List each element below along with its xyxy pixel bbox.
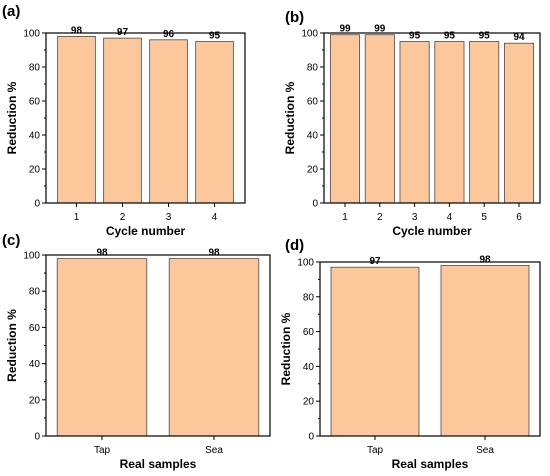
- data-label: 95: [409, 31, 421, 42]
- x-tick-label: 4: [447, 212, 453, 223]
- y-tick-label: 100: [23, 251, 40, 262]
- bar-2: [103, 37, 142, 204]
- x-tick-label: 5: [481, 212, 487, 223]
- data-label: 94: [513, 32, 525, 43]
- data-label: 95: [444, 31, 456, 42]
- bar-1: [329, 34, 361, 204]
- y-tick-label: 40: [307, 131, 319, 142]
- bar-3: [399, 41, 430, 204]
- bar-sea: [168, 258, 260, 437]
- x-tick-label: Sea: [476, 445, 494, 456]
- x-tick-label: Sea: [205, 445, 223, 456]
- panel-label: (a): [2, 3, 20, 20]
- bar-6: [503, 42, 535, 204]
- data-label: 96: [163, 29, 175, 40]
- y-tick-label: 100: [297, 258, 314, 269]
- bar-sea: [440, 265, 530, 437]
- data-label: 98: [96, 248, 108, 259]
- bar-tap: [56, 258, 148, 437]
- data-label: 99: [374, 24, 386, 35]
- x-tick-label: Tap: [94, 445, 111, 456]
- y-tick-label: 80: [307, 63, 319, 74]
- y-tick-label: 20: [29, 395, 41, 406]
- y-axis-label: Reduction %: [5, 81, 19, 154]
- x-tick-label: 1: [74, 212, 80, 223]
- y-tick-label: 80: [29, 287, 41, 298]
- x-tick-label: 2: [377, 212, 383, 223]
- y-tick-label: 100: [23, 29, 40, 40]
- y-tick-label: 60: [307, 97, 319, 108]
- data-label: 98: [71, 25, 83, 36]
- data-label: 99: [339, 24, 351, 35]
- y-tick-label: 20: [29, 165, 41, 176]
- y-tick-label: 100: [301, 29, 318, 40]
- bar-3: [149, 39, 188, 204]
- y-tick-label: 20: [303, 397, 315, 408]
- panel-label: (d): [285, 237, 304, 254]
- x-tick-label: 1: [342, 212, 348, 223]
- data-label: 98: [479, 254, 491, 265]
- x-tick-label: 2: [120, 212, 126, 223]
- data-label: 98: [208, 248, 220, 259]
- panel-label: (c): [2, 232, 20, 249]
- x-tick-label: 3: [166, 212, 172, 223]
- bar-4: [434, 41, 465, 204]
- y-tick-label: 0: [34, 199, 40, 210]
- x-axis-label: Cycle number: [106, 224, 186, 238]
- y-tick-label: 0: [312, 199, 318, 210]
- y-tick-label: 40: [303, 362, 315, 373]
- y-tick-label: 60: [29, 323, 41, 334]
- x-tick-label: Tap: [367, 445, 384, 456]
- x-axis-label: Real samples: [120, 457, 197, 471]
- y-tick-label: 0: [34, 432, 40, 443]
- y-tick-label: 80: [29, 63, 41, 74]
- y-axis-label: Reduction %: [283, 81, 297, 154]
- data-label: 95: [209, 31, 221, 42]
- y-tick-label: 0: [308, 432, 314, 443]
- y-tick-label: 60: [303, 327, 315, 338]
- data-label: 95: [479, 31, 491, 42]
- y-axis-label: Reduction %: [5, 309, 19, 382]
- panel-label: (b): [285, 9, 304, 26]
- y-tick-label: 80: [303, 292, 315, 303]
- bar-tap: [330, 266, 420, 437]
- bar-4: [195, 41, 234, 204]
- x-axis-label: Real samples: [392, 457, 469, 471]
- y-axis-label: Reduction %: [279, 312, 293, 385]
- y-tick-label: 60: [29, 97, 41, 108]
- x-axis-label: Cycle number: [392, 224, 472, 238]
- y-tick-label: 20: [307, 165, 319, 176]
- x-tick-label: 3: [412, 212, 418, 223]
- bar-2: [364, 34, 395, 204]
- y-tick-label: 40: [29, 359, 41, 370]
- x-tick-label: 4: [212, 212, 218, 223]
- bar-1: [57, 36, 96, 204]
- x-tick-label: 6: [516, 212, 522, 223]
- bar-5: [469, 41, 500, 204]
- y-tick-label: 40: [29, 131, 41, 142]
